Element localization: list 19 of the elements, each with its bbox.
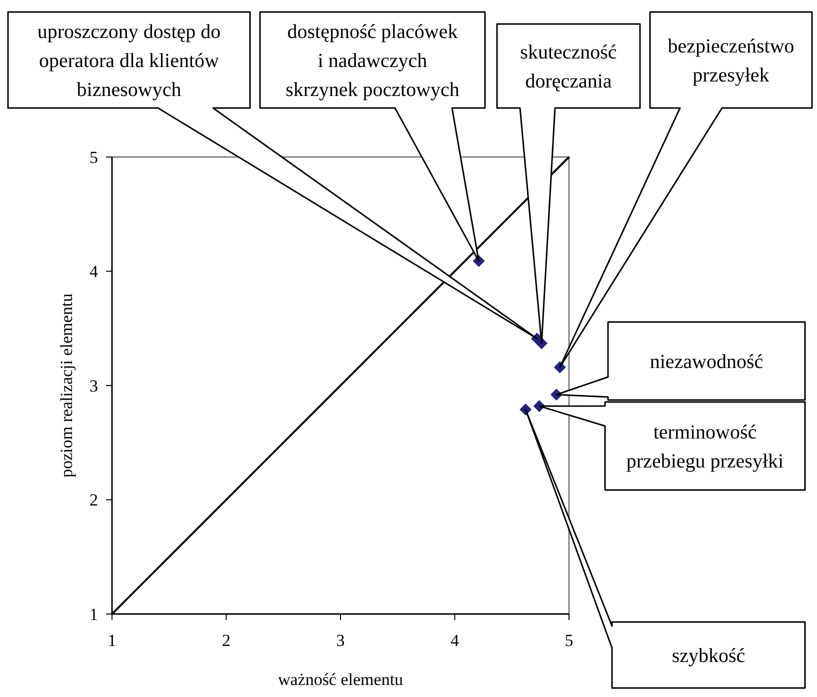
text: dostępność placówek i nadawczych skrzynek pocztowych: [286, 21, 460, 101]
x-tick-label: 2: [222, 631, 230, 650]
text: niezawodność: [650, 351, 764, 373]
y-axis-title: poziom realizacji elementu: [57, 292, 76, 478]
x-tick-label: 4: [450, 631, 460, 650]
x-tick-label: 1: [108, 631, 116, 650]
x-axis-title: ważność elementu: [278, 670, 404, 689]
y-tick-label: 5: [90, 148, 98, 167]
x-tick-label: 5: [564, 631, 574, 650]
y-tick-label: 1: [90, 604, 98, 624]
x-tick-label: 3: [336, 631, 345, 650]
text: szybkość: [672, 645, 746, 667]
text: uproszczony dostęp do operatora dla klientów biznesowych: [37, 21, 221, 101]
text: bezpieczeństwo przesyłek: [668, 36, 794, 86]
y-tick-label: 3: [90, 376, 98, 396]
y-tick-label: 2: [90, 490, 98, 510]
text: terminowość przebiegu przesyłki: [626, 422, 784, 472]
text: skuteczność doręczania: [520, 42, 617, 92]
y-tick-label: 4: [90, 262, 98, 282]
